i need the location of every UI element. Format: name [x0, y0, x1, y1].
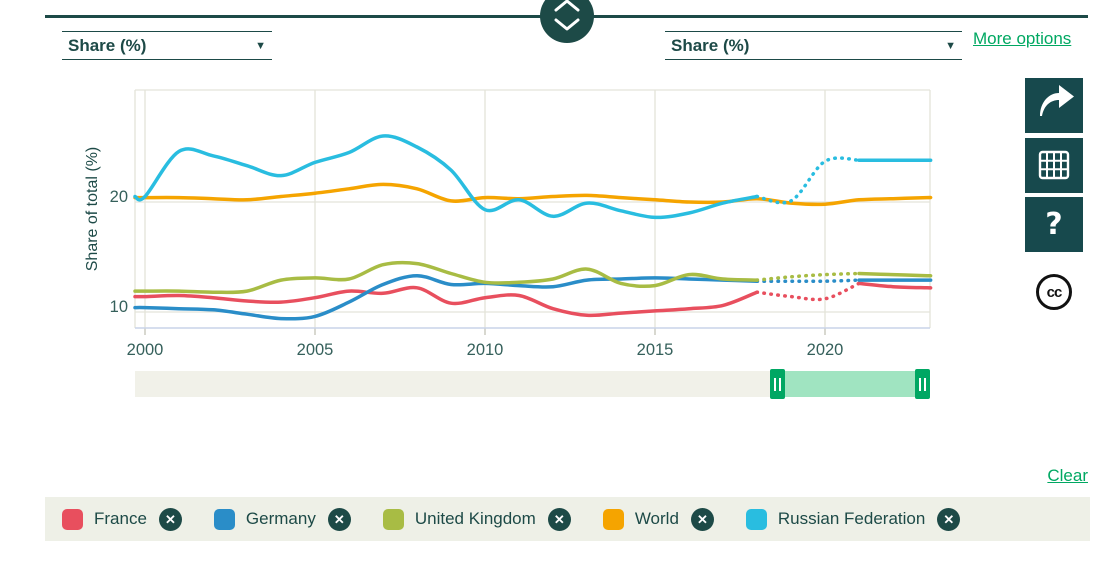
y-axis-title: Share of total (%)	[84, 147, 101, 272]
legend-swatch	[62, 508, 83, 530]
legend-label: United Kingdom	[414, 509, 536, 528]
share-button[interactable]	[1025, 78, 1083, 133]
chevrons-up-down-icon	[554, 0, 580, 31]
legend-bar: France ✕ Germany ✕ United Kingdom ✕ Worl…	[45, 497, 1090, 541]
series-line-united-kingdom-estimated[interactable]	[755, 271, 861, 282]
legend-item: United Kingdom ✕	[382, 507, 571, 531]
data-table-button[interactable]	[1025, 138, 1083, 193]
clear-link[interactable]: Clear	[1047, 466, 1088, 485]
remove-series-button[interactable]: ✕	[158, 507, 182, 531]
grip-icon	[774, 377, 777, 391]
left-unit-select[interactable]: Share (%) ▼	[62, 31, 272, 60]
series-line-france[interactable]	[133, 285, 759, 318]
series-line-germany[interactable]	[133, 273, 759, 321]
y-tick-label: 10	[110, 298, 128, 316]
legend-label: Russian Federation	[777, 509, 926, 528]
close-icon: ✕	[553, 511, 565, 527]
x-tick-label: 2000	[127, 341, 164, 359]
x-tick-label: 2020	[807, 341, 844, 359]
x-tick-label: 2010	[467, 341, 504, 359]
remove-series-button[interactable]: ✕	[690, 507, 714, 531]
data-table-icon	[1038, 150, 1070, 180]
share-icon	[1040, 85, 1074, 116]
creative-commons-icon[interactable]: cc	[1036, 274, 1072, 310]
grip-icon	[924, 377, 926, 391]
more-options-link[interactable]: More options	[973, 29, 1072, 48]
grip-icon	[779, 377, 782, 391]
series-line-united-kingdom[interactable]	[133, 260, 759, 295]
series-line-russian-federation-estimated[interactable]	[755, 156, 861, 205]
time-range-slider[interactable]	[135, 369, 930, 399]
line-chart[interactable]: 2000 2005 2010 2015 2020 10 20 Share of total (…	[0, 0, 1112, 370]
slider-handle-left[interactable]	[770, 369, 786, 399]
legend-item: World ✕	[602, 507, 714, 531]
close-icon: ✕	[696, 511, 708, 527]
legend-item: Russian Federation ✕	[745, 507, 961, 531]
series-line-france-estimated[interactable]	[755, 281, 861, 302]
legend-swatch	[602, 508, 624, 530]
legend-swatch	[213, 508, 235, 530]
close-icon: ✕	[164, 511, 176, 527]
series-line-russian-federation[interactable]	[133, 134, 759, 220]
chevron-down-icon: ▼	[945, 39, 956, 52]
remove-series-button[interactable]: ✕	[547, 507, 571, 531]
right-unit-select-value: Share (%)	[671, 35, 750, 55]
grip-icon	[919, 377, 921, 391]
remove-series-button[interactable]: ✕	[937, 507, 961, 531]
right-unit-select[interactable]: Share (%) ▼	[665, 31, 962, 60]
x-tick-label: 2015	[637, 341, 674, 359]
help-icon: ?	[1045, 207, 1063, 242]
series-line-france[interactable]	[857, 281, 933, 290]
legend-label: France	[94, 509, 147, 528]
help-button[interactable]: ?	[1025, 197, 1083, 252]
series-line-germany-estimated[interactable]	[755, 278, 861, 284]
close-icon: ✕	[943, 511, 955, 527]
chevron-down-icon: ▼	[255, 39, 266, 52]
legend-item: France ✕	[62, 507, 182, 531]
legend-label: World	[634, 509, 679, 528]
x-tick-label: 2005	[297, 341, 334, 359]
close-icon: ✕	[333, 511, 345, 527]
collapse-toggle-button[interactable]	[540, 0, 594, 43]
cc-label: cc	[1046, 283, 1063, 301]
left-unit-select-value: Share (%)	[68, 35, 147, 55]
slider-selected-range[interactable]	[770, 371, 930, 397]
legend-item: Germany ✕	[213, 507, 351, 531]
legend-swatch	[382, 508, 404, 530]
slider-handle-right[interactable]	[915, 369, 930, 399]
y-tick-label: 20	[110, 188, 128, 206]
remove-series-button[interactable]: ✕	[327, 507, 351, 531]
series-line-united-kingdom[interactable]	[857, 271, 933, 278]
legend-label: Germany	[245, 509, 316, 528]
series-line-world[interactable]	[133, 182, 933, 207]
legend-swatch	[745, 508, 767, 530]
